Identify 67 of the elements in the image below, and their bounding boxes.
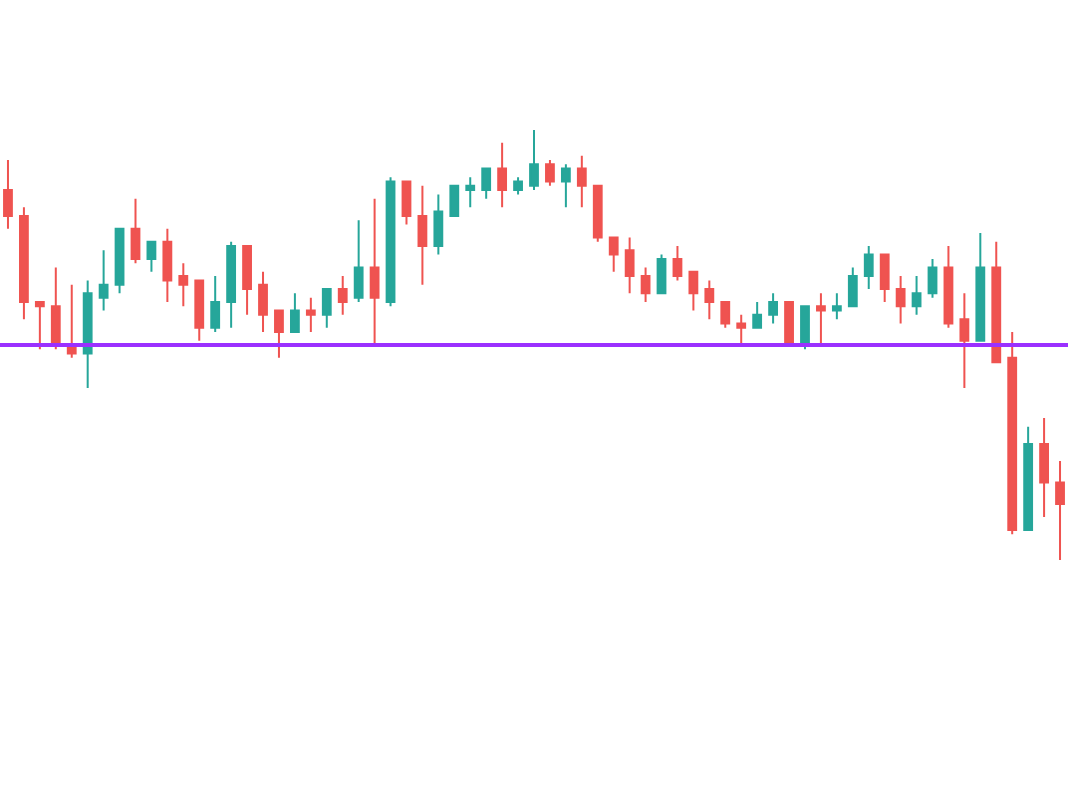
- candlestick: [305, 296, 316, 334]
- candlestick: [736, 313, 747, 346]
- candlestick: [481, 167, 492, 200]
- candlestick: [688, 270, 699, 312]
- candlestick: [321, 288, 332, 329]
- candlestick: [210, 275, 221, 334]
- candlestick: [624, 236, 635, 295]
- candlestick: [576, 154, 587, 209]
- candlestick: [66, 283, 77, 359]
- candlestick: [353, 219, 364, 303]
- candlestick: [640, 266, 651, 303]
- candlestick: [1055, 460, 1065, 561]
- candlestick: [290, 292, 300, 334]
- candlestick: [401, 180, 412, 226]
- candlestick: [608, 236, 619, 273]
- candlestick: [560, 163, 571, 209]
- candlestick: [513, 176, 523, 196]
- candlestick: [497, 141, 508, 209]
- candlestick: [752, 300, 763, 329]
- candlestick: [1023, 425, 1034, 531]
- candlestick: [800, 305, 810, 351]
- candlestick: [19, 206, 29, 321]
- candlestick: [895, 275, 906, 325]
- candlestick: [943, 245, 954, 329]
- candlestick: [146, 240, 157, 273]
- candlestick: [162, 227, 173, 303]
- candlestick: [465, 176, 476, 209]
- candlestick: [114, 227, 125, 295]
- candlestick: [529, 128, 539, 192]
- candlestick: [178, 262, 189, 308]
- candlestick: [768, 292, 778, 325]
- candlestick: [258, 270, 268, 334]
- candlestick: [34, 300, 45, 351]
- candlestick: [433, 193, 444, 256]
- candlestick: [274, 309, 284, 359]
- candlestick: [959, 292, 970, 389]
- candlestick: [226, 240, 237, 329]
- candlestick: [975, 232, 986, 342]
- candlestick: [82, 279, 93, 389]
- candlestick: [879, 253, 890, 303]
- candlestick: [130, 197, 141, 265]
- candlestick: [50, 266, 61, 351]
- candlestick: [831, 292, 842, 321]
- candlestick: [417, 184, 428, 286]
- candlestick: [242, 245, 252, 316]
- candlestick: [449, 184, 460, 217]
- candlestick: [1039, 417, 1049, 518]
- candlestick: [672, 245, 683, 282]
- candlestick: [337, 275, 348, 316]
- candlestick: [927, 257, 938, 299]
- candlestick: [991, 240, 1002, 364]
- candlestick: [545, 159, 555, 187]
- candlestick: [847, 266, 858, 308]
- candlestick: [816, 292, 826, 346]
- candlestick: [863, 245, 874, 291]
- candlestick: [911, 275, 922, 316]
- candlestick: [704, 279, 715, 321]
- candlestick: [784, 300, 794, 346]
- candlestick: [385, 176, 396, 308]
- candlestick: [3, 159, 13, 230]
- candlestick: [656, 253, 667, 295]
- candlestick: [592, 184, 603, 243]
- candlestick: [98, 249, 109, 312]
- candlestick: [369, 197, 380, 346]
- candlestick: [720, 300, 731, 329]
- candlestick: [1007, 331, 1018, 536]
- candlestick: [194, 279, 205, 342]
